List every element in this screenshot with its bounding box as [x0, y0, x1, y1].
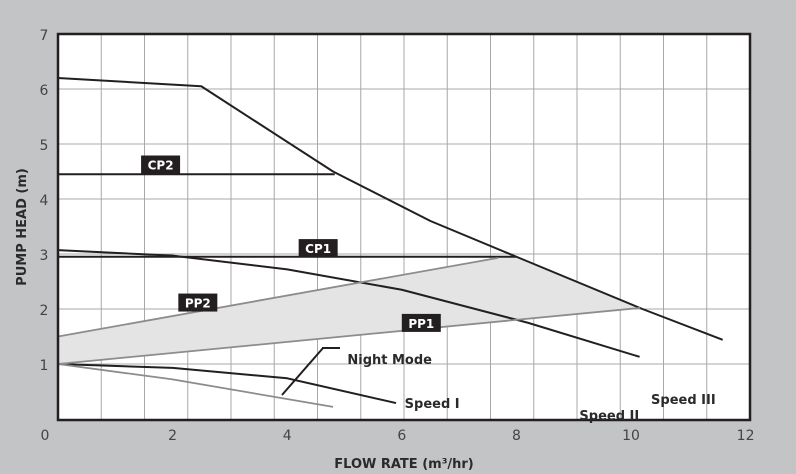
label-box-pp2	[178, 293, 218, 312]
label-night-mode: Night Mode	[347, 353, 432, 368]
y-tick-label: 7	[40, 28, 49, 44]
annotation-group: CP2 CP1 PP2 PP1 Night Mode Speed I Speed II Spe…	[141, 155, 716, 424]
label-box-cp2	[141, 155, 181, 174]
x-tick-label: 4	[283, 428, 292, 444]
y-tick-label: 1	[40, 358, 49, 374]
y-tick-label: 2	[40, 303, 49, 319]
series-line-pp1	[57, 307, 641, 365]
x-tick-label: 6	[397, 428, 406, 444]
y-tick-label: 6	[40, 83, 49, 99]
series-line-speed-iii	[57, 77, 724, 341]
label-speed-ii: Speed II	[579, 409, 639, 424]
y-tick-label: 4	[40, 193, 49, 209]
label-pp1: PP1	[408, 317, 434, 331]
x-tick-label: 12	[737, 428, 755, 444]
label-box-pp1	[401, 313, 441, 332]
y-tick-label: 5	[40, 138, 49, 154]
series-line-speed-ii	[57, 249, 640, 358]
x-tick-label: 10	[622, 428, 640, 444]
label-pp2: PP2	[185, 297, 211, 311]
series-line-pp2	[57, 256, 499, 338]
label-speed-iii: Speed III	[651, 393, 716, 408]
series-line-speed-i	[57, 363, 397, 405]
night-mode-leader-line	[281, 347, 324, 396]
plot-frame	[56, 32, 752, 422]
x-tick-label: 2	[168, 428, 177, 444]
x-axis-label: FLOW RATE (m³/hr)	[334, 457, 474, 472]
label-cp2: CP2	[148, 159, 174, 173]
label-cp1: CP1	[305, 242, 331, 256]
x-tick-label: 8	[512, 428, 521, 444]
y-axis-label: PUMP HEAD (m)	[15, 168, 30, 286]
shaded-operating-region	[58, 256, 641, 364]
x-tick-label: 0	[41, 428, 50, 444]
y-tick-label: 3	[40, 248, 49, 264]
grid	[58, 34, 750, 420]
label-speed-i: Speed I	[405, 397, 460, 412]
series-group	[57, 77, 724, 408]
series-line-night-mode	[57, 363, 334, 408]
label-box-cp1	[298, 239, 338, 258]
